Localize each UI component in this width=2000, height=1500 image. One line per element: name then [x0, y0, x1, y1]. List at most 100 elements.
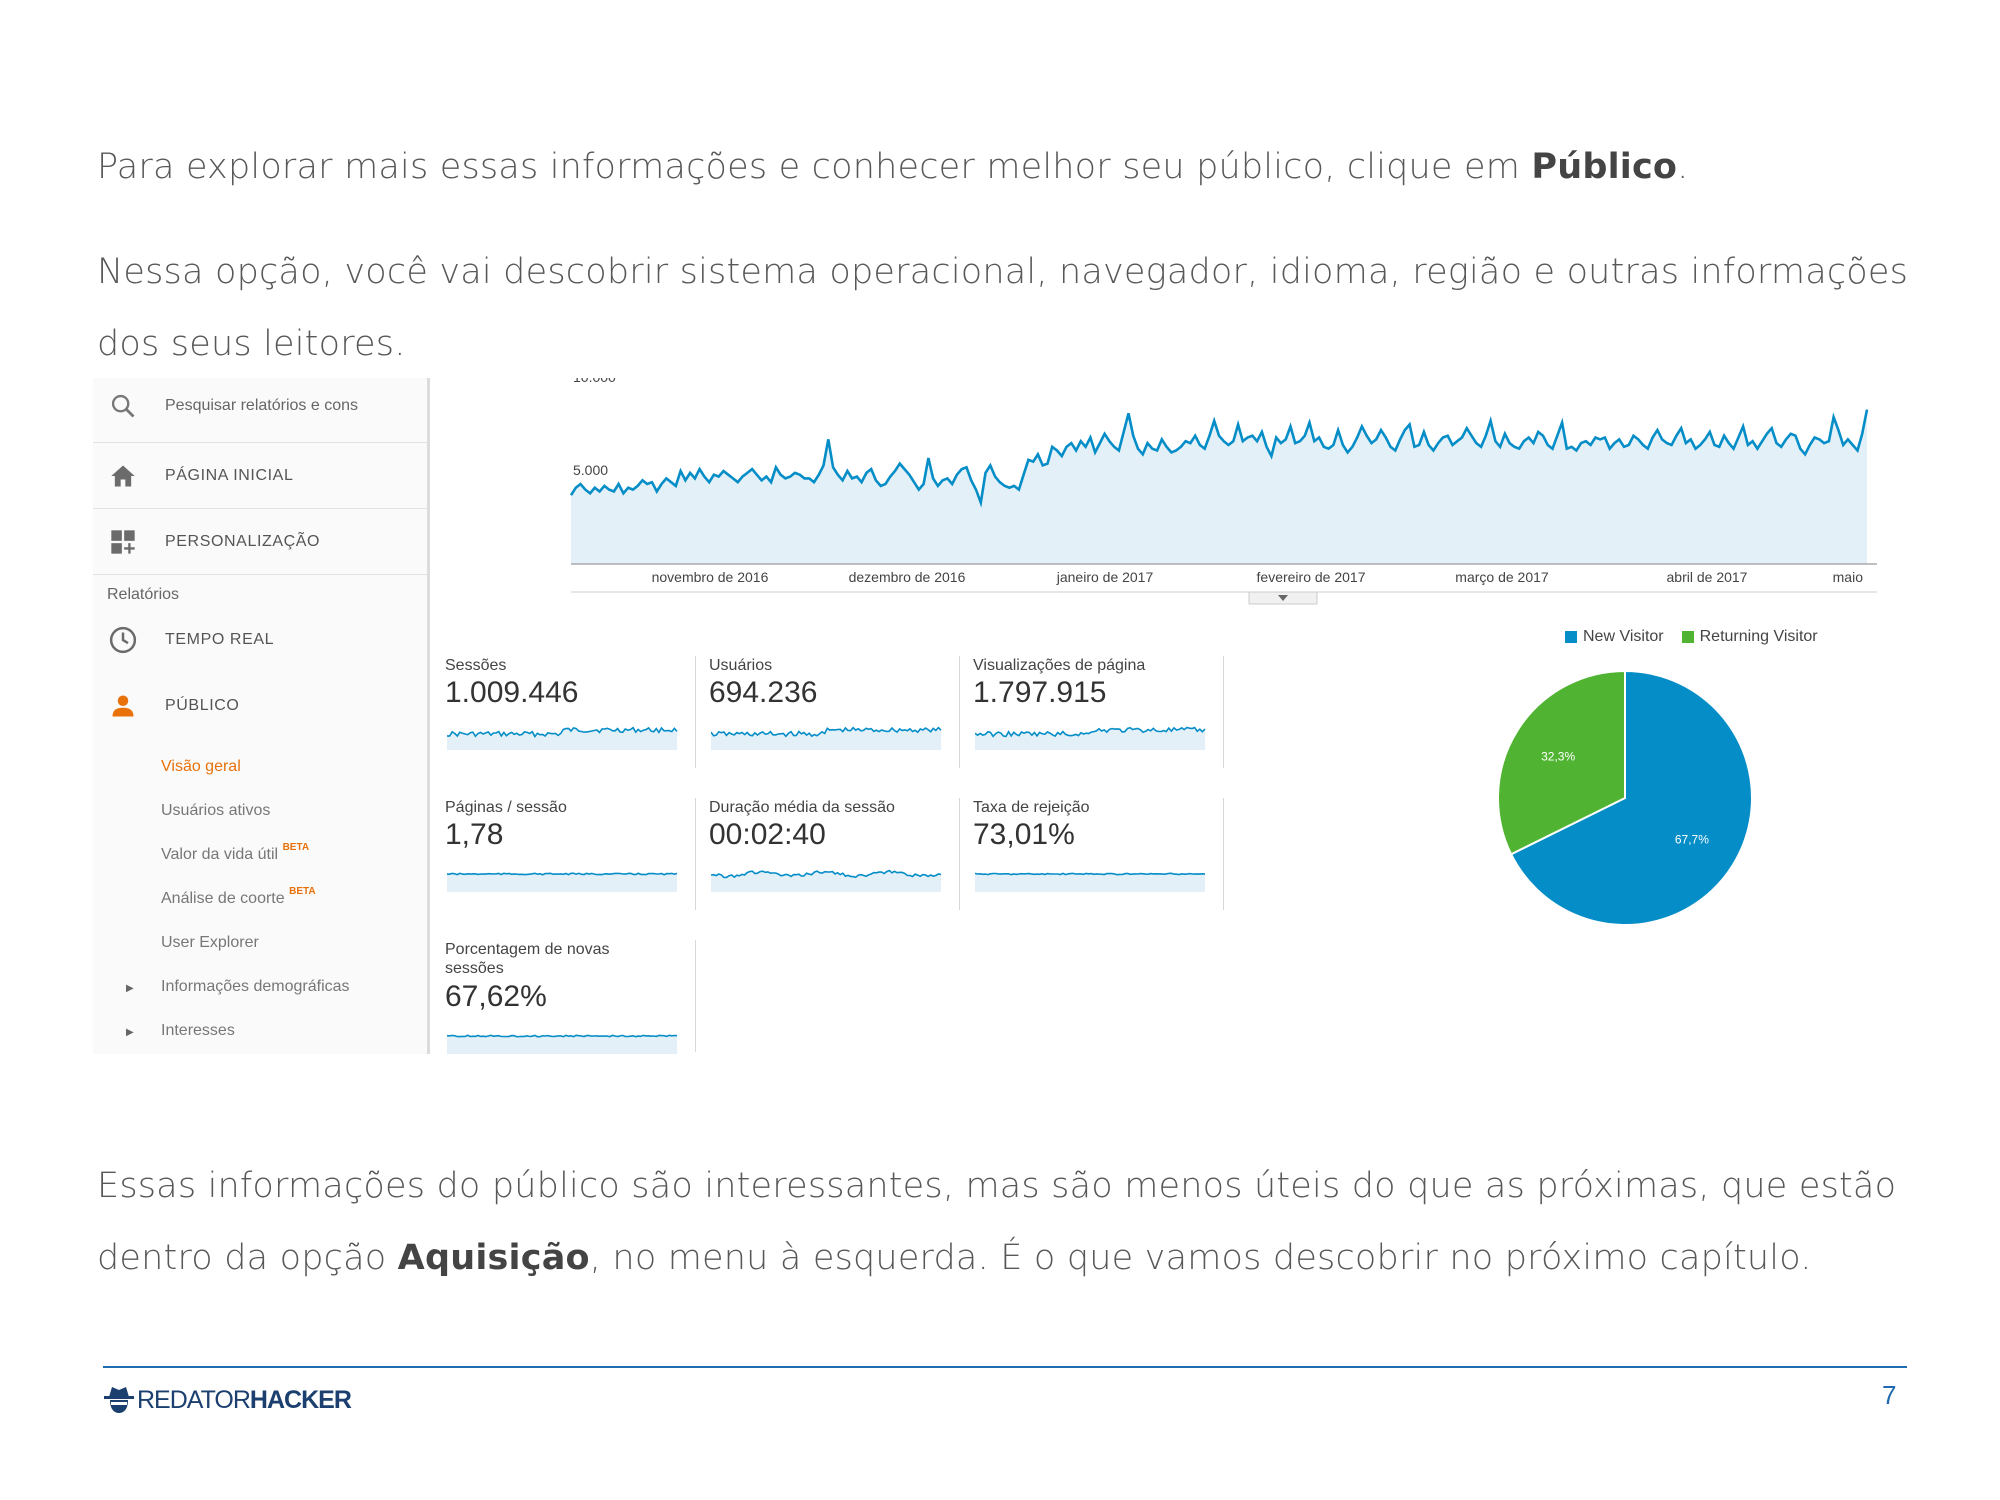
legend-swatch: [1565, 631, 1577, 643]
analytics-sidebar: Pesquisar relatórios e cons PÁGINA INICI…: [93, 378, 430, 1054]
x-tick-label: maio: [1833, 569, 1864, 585]
dashboard-grid-icon: [103, 522, 143, 562]
sidebar-item-home[interactable]: PÁGINA INICIAL: [93, 454, 427, 498]
sidebar-sub-active-users[interactable]: Usuários ativos: [161, 802, 271, 819]
metric-sparkline: [975, 726, 1206, 750]
search-input[interactable]: Pesquisar relatórios e cons: [165, 397, 358, 414]
metric-tile[interactable]: Taxa de rejeição 73,01%: [973, 798, 1223, 908]
logo-part2: HACKER: [249, 1386, 352, 1414]
metric-label: Taxa de rejeição: [973, 799, 1090, 816]
p3-suffix: , no menu à esquerda. É o que vamos desc…: [589, 1238, 1812, 1278]
clock-icon: [103, 620, 143, 660]
pie-legend: New Visitor Returning Visitor: [1565, 628, 1818, 646]
p3-bold: Aquisição: [397, 1238, 590, 1278]
hacker-hat-icon: [104, 1387, 134, 1413]
expand-arrow-icon[interactable]: ▶: [126, 983, 134, 994]
legend-returning-visitor[interactable]: Returning Visitor: [1681, 628, 1818, 646]
pie-slice-label: 32,3%: [1541, 749, 1575, 763]
x-tick-label: abril de 2017: [1667, 569, 1748, 585]
logo-part1: REDATOR: [137, 1386, 251, 1414]
expand-arrow-icon[interactable]: ▶: [126, 1027, 134, 1038]
beta-badge: BETA: [282, 842, 310, 853]
analytics-main: 10.000 5.000 novembro de 2016 dezembro de 2…: [445, 378, 1883, 1058]
search-icon: [103, 386, 143, 426]
sidebar-sub-interests[interactable]: Interesses: [161, 1022, 235, 1039]
y-tick-label: 5.000: [573, 462, 608, 478]
metric-tile[interactable]: Usuários 694.236: [709, 656, 959, 766]
metric-divider: [695, 798, 696, 910]
metric-label: Usuários: [709, 657, 773, 674]
p3-text: Essas informações do público são interes…: [97, 1166, 1897, 1278]
analytics-screenshot: Pesquisar relatórios e cons PÁGINA INICI…: [93, 378, 1883, 1058]
metric-tile[interactable]: Sessões 1.009.446: [445, 656, 695, 766]
p1-bold: Público: [1531, 147, 1678, 187]
metric-tile[interactable]: Visualizações de página 1.797.915: [973, 656, 1223, 766]
legend-label: New Visitor: [1583, 628, 1664, 645]
x-tick-label: fevereiro de 2017: [1257, 569, 1366, 585]
home-icon: [103, 456, 143, 496]
metric-value: 73,01%: [973, 818, 1075, 851]
metric-divider: [695, 656, 696, 768]
description-paragraph: Nessa opção, você vai descobrir sistema …: [97, 252, 1909, 364]
sidebar-sub-lifetime-value[interactable]: Valor da vida útil BETA: [161, 842, 309, 864]
metric-label: Visualizações de página: [973, 657, 1146, 674]
metric-value: 1.009.446: [445, 676, 579, 709]
pie-slice-returning-visitor[interactable]: [1497, 669, 1626, 856]
sidebar-item-customization[interactable]: PERSONALIZAÇÃO: [93, 520, 427, 564]
sub-label: Análise de coorte: [161, 890, 285, 907]
search-box[interactable]: Pesquisar relatórios e cons: [93, 384, 427, 428]
p1-suffix: .: [1677, 147, 1689, 187]
page-number: 7: [1882, 1380, 1897, 1410]
metric-sparkline: [975, 872, 1206, 892]
metric-divider: [959, 798, 960, 910]
logo-text: REDATORHACKER: [137, 1386, 352, 1415]
metric-label: Duração média da sessão: [709, 799, 895, 816]
intro-paragraph: Para explorar mais essas informações e c…: [97, 131, 1689, 203]
metric-tile[interactable]: Páginas / sessão 1,78: [445, 798, 695, 908]
divider: [93, 574, 427, 575]
redatorhacker-logo: REDATORHACKER: [103, 1385, 352, 1415]
sidebar-sub-user-explorer[interactable]: User Explorer: [161, 934, 259, 951]
y-tick-label: 10.000: [573, 378, 616, 385]
divider: [93, 508, 427, 509]
legend-new-visitor[interactable]: New Visitor: [1565, 628, 1664, 646]
area-fill: [571, 409, 1867, 564]
metric-sparkline: [447, 726, 678, 750]
sub-label: Valor da vida útil: [161, 846, 279, 863]
metric-divider: [1223, 656, 1224, 768]
sidebar-item-label: PÁGINA INICIAL: [165, 467, 294, 484]
beta-badge: BETA: [289, 886, 316, 897]
sidebar-sub-overview[interactable]: Visão geral: [161, 758, 241, 775]
metric-sparkline: [711, 869, 942, 892]
sidebar-item-label: PÚBLICO: [165, 697, 240, 714]
chart-toggle-handle[interactable]: [1248, 591, 1318, 605]
series-line: [569, 409, 1869, 508]
metric-label: Páginas / sessão: [445, 799, 567, 816]
reports-heading: Relatórios: [107, 586, 180, 603]
chevron-down-icon: [1278, 595, 1288, 601]
metric-divider: [959, 656, 960, 768]
pie-slice-new-visitor[interactable]: [1509, 669, 1753, 926]
metric-label: Sessões: [445, 657, 507, 674]
sidebar-item-label: TEMPO REAL: [165, 631, 275, 648]
sessions-line-chart: 10.000 5.000 novembro de 2016 dezembro de 2…: [569, 378, 1877, 605]
divider: [93, 442, 427, 443]
metric-sparkline: [711, 726, 942, 750]
sidebar-item-realtime[interactable]: TEMPO REAL: [93, 618, 427, 662]
metric-tile[interactable]: Porcentagem de novas sessões 67,62%: [445, 940, 695, 1054]
x-tick-label: dezembro de 2016: [849, 569, 966, 585]
legend-swatch: [1681, 631, 1694, 643]
sidebar-item-label: PERSONALIZAÇÃO: [165, 533, 321, 550]
pie-slice-label: 67,7%: [1675, 833, 1709, 847]
sidebar-sub-cohort[interactable]: Análise de coorte BETA: [161, 886, 316, 908]
metric-value: 67,62%: [445, 980, 547, 1013]
x-tick-label: janeiro de 2017: [1056, 569, 1154, 585]
sidebar-item-audience[interactable]: PÚBLICO: [93, 684, 427, 728]
closing-paragraph: Essas informações do público são interes…: [97, 1150, 1947, 1294]
metric-divider: [1223, 798, 1224, 910]
x-tick-label: março de 2017: [1455, 569, 1549, 585]
sidebar-sub-demographics[interactable]: Informações demográficas: [161, 978, 350, 995]
metric-label: Porcentagem de novas sessões: [445, 941, 610, 977]
metric-tile[interactable]: Duração média da sessão 00:02:40: [709, 798, 959, 908]
person-icon: [103, 686, 143, 726]
